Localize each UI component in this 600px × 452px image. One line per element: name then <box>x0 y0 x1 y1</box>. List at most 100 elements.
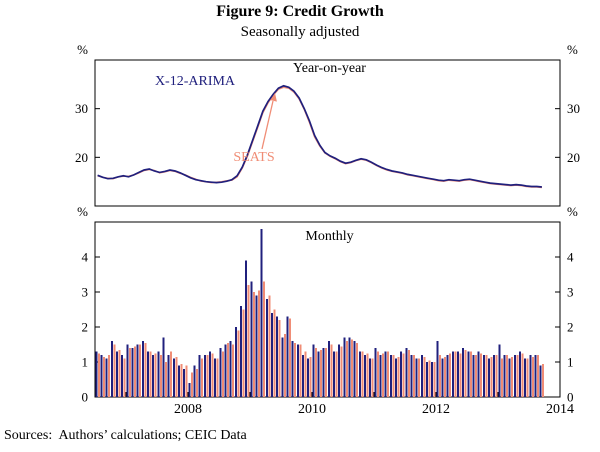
seats-bar <box>330 344 333 397</box>
x12-bar <box>477 351 480 397</box>
seats-bar <box>361 351 364 397</box>
seats-bar <box>392 355 395 397</box>
unit-label: % <box>77 204 88 219</box>
x12-bar <box>105 358 108 397</box>
x12-bar <box>348 337 351 397</box>
seats-bar <box>480 353 483 398</box>
seats-bar <box>206 355 209 397</box>
x12-bar <box>121 355 124 397</box>
x12-bar <box>441 358 444 397</box>
x12-bar <box>488 358 491 397</box>
x12-bar <box>152 355 155 397</box>
y-tick-label: 1 <box>567 355 574 370</box>
x12-bar <box>209 351 212 397</box>
x12-bar <box>364 355 367 397</box>
x12-bar <box>167 355 170 397</box>
x12-bar <box>296 344 299 397</box>
seats-bar <box>170 351 173 397</box>
seats-bar <box>294 342 297 398</box>
x12-bar <box>157 351 160 397</box>
x12-bar <box>415 358 418 397</box>
seats-bar <box>381 353 384 398</box>
x12-bar <box>519 351 521 397</box>
seats-bar <box>118 349 121 398</box>
seats-bar <box>521 353 524 398</box>
x12-bar <box>229 341 232 397</box>
seats-bar <box>376 351 379 397</box>
x12-bar <box>131 348 134 397</box>
y-tick-label: 20 <box>75 150 88 165</box>
x12-bar <box>203 355 206 397</box>
seats-arrow <box>261 100 274 150</box>
unit-label: % <box>567 42 578 57</box>
seats-bar <box>149 351 152 397</box>
seats-bar <box>469 351 472 397</box>
seats-bar <box>418 358 421 397</box>
x12-bar <box>395 358 398 397</box>
x-tick-label: 2014 <box>546 402 574 417</box>
seats-bar <box>237 330 240 397</box>
seats-bar <box>495 355 498 397</box>
x12-bar <box>431 362 434 397</box>
seats-bar <box>133 346 136 398</box>
x12-bar <box>276 316 279 397</box>
seats-bar <box>97 353 100 398</box>
seats-bar <box>531 356 534 398</box>
seats-bar <box>304 351 307 397</box>
y-tick-label: 30 <box>75 101 88 116</box>
x12-bar <box>307 358 310 397</box>
seats-bar <box>542 363 545 398</box>
x12-bar <box>503 355 506 397</box>
x12-bar <box>141 341 144 397</box>
seats-bar <box>485 355 488 397</box>
x12-bar <box>95 351 98 397</box>
x12-bar <box>436 341 439 397</box>
x12-bar <box>116 351 118 397</box>
seats-bar <box>464 349 467 398</box>
x-tick-label: 2012 <box>422 402 450 417</box>
seats-bar <box>252 292 255 397</box>
x12-bar <box>219 348 222 397</box>
seats-bar <box>242 309 245 397</box>
x12-bar <box>162 337 165 397</box>
figure-title: Figure 9: Credit Growth <box>216 3 384 20</box>
seats-bar <box>345 341 348 397</box>
x12-bar <box>405 348 408 397</box>
seats-bar <box>314 348 317 397</box>
seats-bar <box>288 318 291 398</box>
x12-bar <box>472 355 475 397</box>
x12-bar <box>338 344 341 397</box>
y-tick-label: 4 <box>82 250 89 265</box>
x12-bar <box>333 351 336 397</box>
x12-bar <box>291 341 294 397</box>
x12-bar <box>327 341 330 397</box>
y-tick-label: 2 <box>82 320 89 335</box>
seats-bar <box>366 353 369 398</box>
seats-bar <box>438 355 441 397</box>
y-tick-label: 0 <box>567 390 574 405</box>
x12-bar <box>426 362 429 397</box>
seats-bar <box>428 360 431 398</box>
seats-arrowhead <box>270 93 277 102</box>
seats-bar <box>278 320 281 397</box>
seats-bar <box>164 362 167 397</box>
seats-bar <box>139 344 142 397</box>
x12-bar <box>317 351 320 397</box>
x12-bar <box>286 316 289 397</box>
seats-bar <box>103 356 105 398</box>
x12-bar <box>172 358 175 397</box>
seats-bar <box>268 295 271 397</box>
x12-bar <box>389 355 392 397</box>
x12-bar <box>358 351 361 397</box>
x12-bar <box>260 229 263 397</box>
seats-bar <box>387 351 390 397</box>
seats-bar <box>350 339 353 398</box>
x12-bar <box>420 355 423 397</box>
x12-bar <box>193 365 196 397</box>
seats-bar <box>309 356 312 398</box>
bottom-panel-frame <box>94 221 561 398</box>
seats-bar <box>201 358 204 397</box>
x12-bar <box>198 355 201 397</box>
x-tick-label: 2008 <box>174 402 202 417</box>
x12-bar <box>539 365 542 397</box>
